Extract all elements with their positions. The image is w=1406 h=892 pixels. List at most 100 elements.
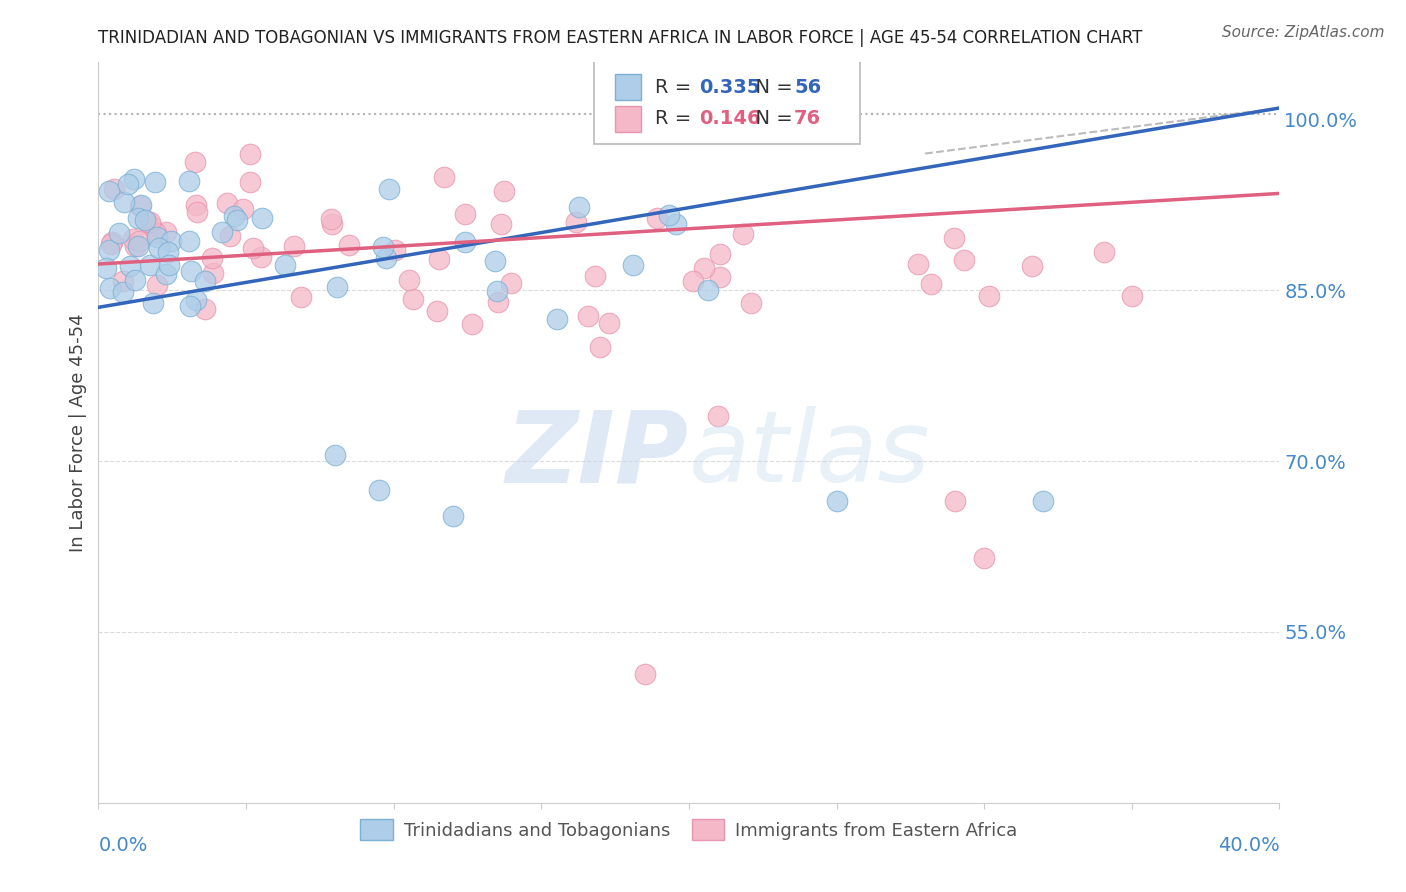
Point bbox=[186, 204, 208, 219]
Point bbox=[94, 261, 117, 276]
Point bbox=[454, 235, 477, 249]
Point bbox=[128, 235, 150, 249]
Point bbox=[101, 235, 124, 249]
Point bbox=[112, 274, 135, 288]
Point bbox=[97, 184, 120, 198]
Text: R =: R = bbox=[655, 110, 697, 128]
Point bbox=[486, 294, 509, 309]
Point bbox=[180, 264, 202, 278]
Point bbox=[374, 252, 396, 266]
Point bbox=[546, 312, 568, 326]
Point bbox=[371, 240, 394, 254]
Point bbox=[634, 667, 657, 681]
Point bbox=[143, 176, 166, 190]
Point bbox=[232, 202, 254, 217]
Point bbox=[460, 317, 482, 331]
Point bbox=[378, 182, 401, 196]
Point bbox=[184, 293, 207, 308]
Point bbox=[127, 211, 149, 225]
Point bbox=[159, 234, 181, 248]
Point bbox=[426, 304, 449, 318]
Text: 40.0%: 40.0% bbox=[1218, 836, 1279, 855]
Point bbox=[242, 241, 264, 255]
Point bbox=[194, 302, 217, 317]
Point bbox=[583, 269, 606, 284]
Point bbox=[201, 251, 224, 265]
Legend: Trinidadians and Tobagonians, Immigrants from Eastern Africa: Trinidadians and Tobagonians, Immigrants… bbox=[352, 811, 1026, 849]
Point bbox=[825, 494, 848, 508]
FancyBboxPatch shape bbox=[614, 74, 641, 100]
Point bbox=[589, 340, 612, 354]
Point bbox=[1032, 494, 1054, 508]
Text: ZIP: ZIP bbox=[506, 407, 689, 503]
Point bbox=[129, 199, 152, 213]
Point bbox=[576, 310, 599, 324]
Point bbox=[454, 207, 477, 221]
Point bbox=[138, 215, 160, 229]
Point bbox=[645, 211, 668, 226]
Text: 76: 76 bbox=[794, 110, 821, 128]
Point bbox=[141, 219, 163, 234]
Point bbox=[145, 278, 167, 293]
Point bbox=[1121, 289, 1143, 303]
Text: 0.146: 0.146 bbox=[700, 110, 761, 128]
Point bbox=[427, 252, 450, 266]
Point bbox=[441, 508, 464, 523]
Point bbox=[179, 299, 201, 313]
Point bbox=[146, 230, 169, 244]
Text: R =: R = bbox=[655, 78, 697, 97]
Point bbox=[239, 146, 262, 161]
Point bbox=[157, 258, 180, 272]
Point bbox=[145, 226, 167, 240]
Point bbox=[709, 247, 731, 261]
Point bbox=[384, 243, 406, 257]
Point bbox=[433, 170, 456, 185]
Point bbox=[402, 292, 425, 306]
Point bbox=[707, 409, 730, 423]
Point bbox=[658, 208, 681, 222]
Text: atlas: atlas bbox=[689, 407, 931, 503]
Point bbox=[250, 211, 273, 225]
Point bbox=[598, 316, 620, 330]
Point bbox=[124, 273, 146, 287]
Point bbox=[565, 215, 588, 229]
Text: 56: 56 bbox=[794, 78, 821, 97]
Point bbox=[179, 174, 201, 188]
Text: TRINIDADIAN AND TOBAGONIAN VS IMMIGRANTS FROM EASTERN AFRICA IN LABOR FORCE | AG: TRINIDADIAN AND TOBAGONIAN VS IMMIGRANTS… bbox=[98, 29, 1143, 47]
Point bbox=[98, 281, 121, 295]
Point bbox=[321, 211, 343, 226]
Point bbox=[368, 483, 391, 497]
Point bbox=[943, 231, 966, 245]
Point bbox=[274, 258, 297, 272]
FancyBboxPatch shape bbox=[595, 52, 860, 144]
Point bbox=[217, 196, 239, 211]
Point bbox=[120, 259, 142, 273]
Point bbox=[142, 296, 165, 310]
Text: Source: ZipAtlas.com: Source: ZipAtlas.com bbox=[1222, 25, 1385, 40]
Point bbox=[100, 236, 122, 251]
Point bbox=[186, 198, 208, 212]
Point bbox=[98, 243, 121, 257]
Point bbox=[1092, 245, 1115, 260]
Point bbox=[484, 254, 506, 268]
Point bbox=[693, 260, 716, 275]
Point bbox=[177, 235, 200, 249]
Point bbox=[122, 172, 145, 186]
Text: N =: N = bbox=[744, 110, 799, 128]
Point bbox=[697, 283, 720, 297]
Text: 0.335: 0.335 bbox=[700, 78, 761, 97]
Y-axis label: In Labor Force | Age 45-54: In Labor Force | Age 45-54 bbox=[69, 313, 87, 552]
Point bbox=[321, 217, 343, 231]
Point bbox=[485, 284, 508, 298]
Point bbox=[499, 276, 522, 290]
Point bbox=[122, 232, 145, 246]
Point bbox=[194, 274, 217, 288]
Point bbox=[117, 177, 139, 191]
Point bbox=[184, 154, 207, 169]
Point bbox=[323, 449, 346, 463]
Point bbox=[709, 269, 731, 284]
Point bbox=[290, 290, 312, 304]
Point bbox=[337, 238, 360, 252]
Point bbox=[621, 258, 644, 272]
Point bbox=[112, 194, 135, 209]
